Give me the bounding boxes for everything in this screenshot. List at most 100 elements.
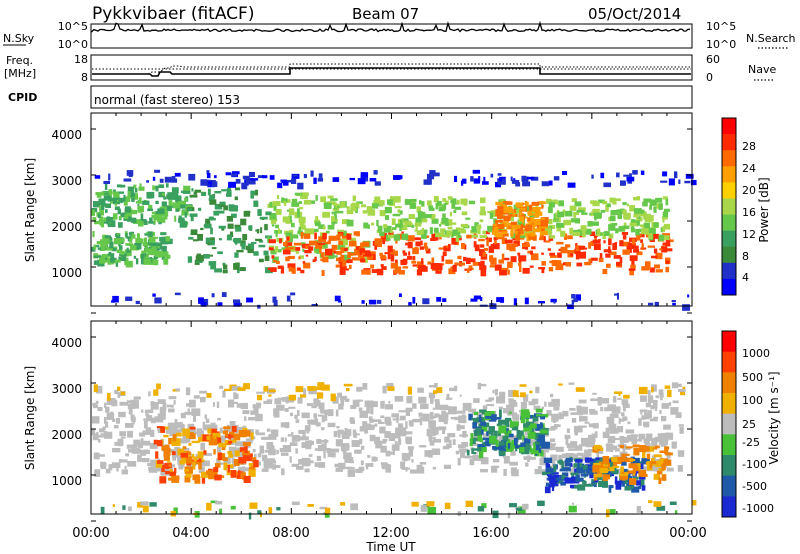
power-cell bbox=[206, 170, 210, 175]
power-cell bbox=[480, 297, 483, 302]
power-cell bbox=[209, 194, 215, 200]
power-cell bbox=[154, 297, 162, 304]
velocity-cell bbox=[179, 460, 186, 465]
velocity-cell bbox=[149, 442, 158, 449]
power-cell bbox=[335, 210, 344, 214]
power-cell bbox=[430, 237, 437, 242]
power-cell bbox=[665, 260, 670, 265]
power-cell bbox=[103, 180, 111, 185]
velocity-cell bbox=[142, 505, 149, 513]
power-cell bbox=[603, 182, 612, 188]
velocity-cell bbox=[669, 501, 677, 505]
velocity-cell bbox=[334, 463, 341, 468]
velocity-cell bbox=[631, 485, 635, 489]
x-tick-1600: 16:00 bbox=[472, 526, 509, 541]
power-cell bbox=[465, 217, 471, 220]
velocity-cell bbox=[324, 409, 330, 415]
power-cell bbox=[394, 250, 398, 256]
power-cell bbox=[425, 248, 431, 254]
velocity-cell bbox=[257, 453, 262, 458]
power-cell bbox=[143, 221, 148, 226]
velocity-cell bbox=[261, 468, 269, 472]
velocity-cell bbox=[268, 434, 277, 440]
power-cell bbox=[347, 252, 351, 258]
velocity-cell bbox=[284, 408, 289, 412]
power-cell bbox=[550, 298, 557, 303]
power-cell bbox=[612, 201, 617, 205]
velocity-cell bbox=[199, 390, 207, 394]
power-cell bbox=[501, 178, 506, 184]
velocity-cell bbox=[276, 507, 281, 511]
power-cell bbox=[384, 252, 390, 255]
power-cell bbox=[214, 268, 222, 273]
velocity-cell bbox=[481, 503, 487, 509]
power-cell bbox=[445, 259, 453, 264]
colorbar-swatch bbox=[722, 434, 736, 456]
power-cell bbox=[510, 230, 514, 237]
power-cell bbox=[394, 266, 402, 272]
velocity-cell bbox=[558, 454, 563, 462]
velocity-cell bbox=[362, 421, 368, 429]
velocity-cell bbox=[550, 425, 558, 430]
power-cell bbox=[557, 211, 565, 218]
power-cell bbox=[148, 236, 156, 243]
velocity-cell bbox=[656, 470, 663, 475]
power-cell bbox=[367, 224, 370, 229]
velocity-cell bbox=[656, 505, 666, 511]
power-cell bbox=[120, 250, 125, 255]
velocity-cell bbox=[411, 501, 419, 507]
velocity-cell bbox=[431, 448, 441, 456]
velocity-cell bbox=[427, 507, 437, 515]
power-cell bbox=[638, 216, 641, 219]
nsky-frame bbox=[90, 23, 693, 49]
power-cell bbox=[269, 175, 275, 180]
power-cell bbox=[233, 237, 242, 244]
power-cell bbox=[258, 240, 264, 243]
velocity-cell bbox=[239, 472, 246, 479]
power-cell bbox=[510, 256, 517, 263]
velocity-cell bbox=[556, 446, 564, 452]
velocity-cell bbox=[143, 449, 148, 455]
velocity-cell bbox=[434, 382, 438, 388]
velocity-cell bbox=[173, 507, 178, 514]
velocity-cell bbox=[227, 399, 235, 408]
velocity-cell bbox=[691, 500, 697, 506]
power-cell bbox=[287, 263, 296, 269]
velocity-cell bbox=[428, 437, 436, 440]
velocity-cell bbox=[291, 501, 300, 506]
velocity-cell bbox=[227, 465, 231, 473]
velocity-cell bbox=[432, 466, 437, 470]
velocity-cell bbox=[637, 486, 642, 490]
power-cell bbox=[443, 234, 450, 238]
power-cell bbox=[532, 224, 535, 231]
velocity-cell bbox=[93, 384, 98, 393]
power-cell bbox=[110, 257, 117, 263]
velocity-cell bbox=[602, 456, 610, 464]
colorbar-swatch bbox=[722, 351, 736, 373]
power-cell bbox=[641, 243, 644, 250]
power-cell bbox=[645, 228, 650, 235]
velocity-cell bbox=[124, 465, 127, 470]
velocity-cell bbox=[180, 452, 188, 458]
velocity-cell bbox=[295, 386, 304, 393]
power-cell bbox=[655, 197, 663, 203]
velocity-cell bbox=[626, 434, 634, 442]
velocity-cell bbox=[216, 446, 222, 452]
power-cell bbox=[402, 250, 406, 254]
power-cell bbox=[217, 302, 223, 306]
power-cell bbox=[123, 218, 130, 221]
power-cell bbox=[255, 238, 262, 242]
power-cell bbox=[334, 245, 342, 250]
power-cell bbox=[100, 243, 108, 248]
power-cell bbox=[209, 199, 217, 205]
velocity-cell bbox=[127, 403, 136, 410]
power-cell bbox=[575, 294, 582, 301]
power-cell bbox=[468, 200, 476, 205]
velocity-cell bbox=[507, 430, 512, 437]
velocity-cell bbox=[527, 455, 530, 463]
velocity-cell bbox=[291, 434, 300, 442]
power-cell bbox=[581, 230, 586, 238]
velocity-cell bbox=[97, 407, 103, 412]
velocity-cell bbox=[112, 462, 119, 467]
colorbar-swatch bbox=[722, 230, 736, 248]
